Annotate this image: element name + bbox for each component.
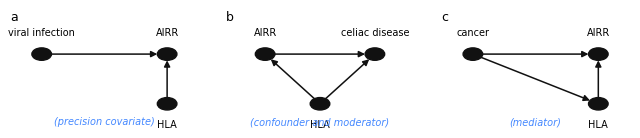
Text: viral infection: viral infection xyxy=(8,28,75,38)
Text: b: b xyxy=(226,11,234,24)
Circle shape xyxy=(310,98,330,110)
Circle shape xyxy=(157,98,177,110)
Text: c: c xyxy=(442,11,449,24)
Text: cancer: cancer xyxy=(456,28,490,38)
Text: (precision covariate): (precision covariate) xyxy=(54,117,155,127)
Text: celiac disease: celiac disease xyxy=(340,28,409,38)
Text: a: a xyxy=(10,11,18,24)
Circle shape xyxy=(463,48,483,60)
Text: HLA: HLA xyxy=(588,120,608,130)
Text: (mediator): (mediator) xyxy=(509,117,561,127)
Circle shape xyxy=(157,48,177,60)
Circle shape xyxy=(589,48,608,60)
Circle shape xyxy=(365,48,385,60)
Circle shape xyxy=(255,48,275,60)
Circle shape xyxy=(32,48,51,60)
Text: AIRR: AIRR xyxy=(156,28,179,38)
Text: HLA: HLA xyxy=(310,120,330,130)
Text: HLA: HLA xyxy=(157,120,177,130)
Text: (confounder and moderator): (confounder and moderator) xyxy=(250,117,390,127)
Circle shape xyxy=(589,98,608,110)
Text: AIRR: AIRR xyxy=(253,28,276,38)
Text: AIRR: AIRR xyxy=(587,28,610,38)
